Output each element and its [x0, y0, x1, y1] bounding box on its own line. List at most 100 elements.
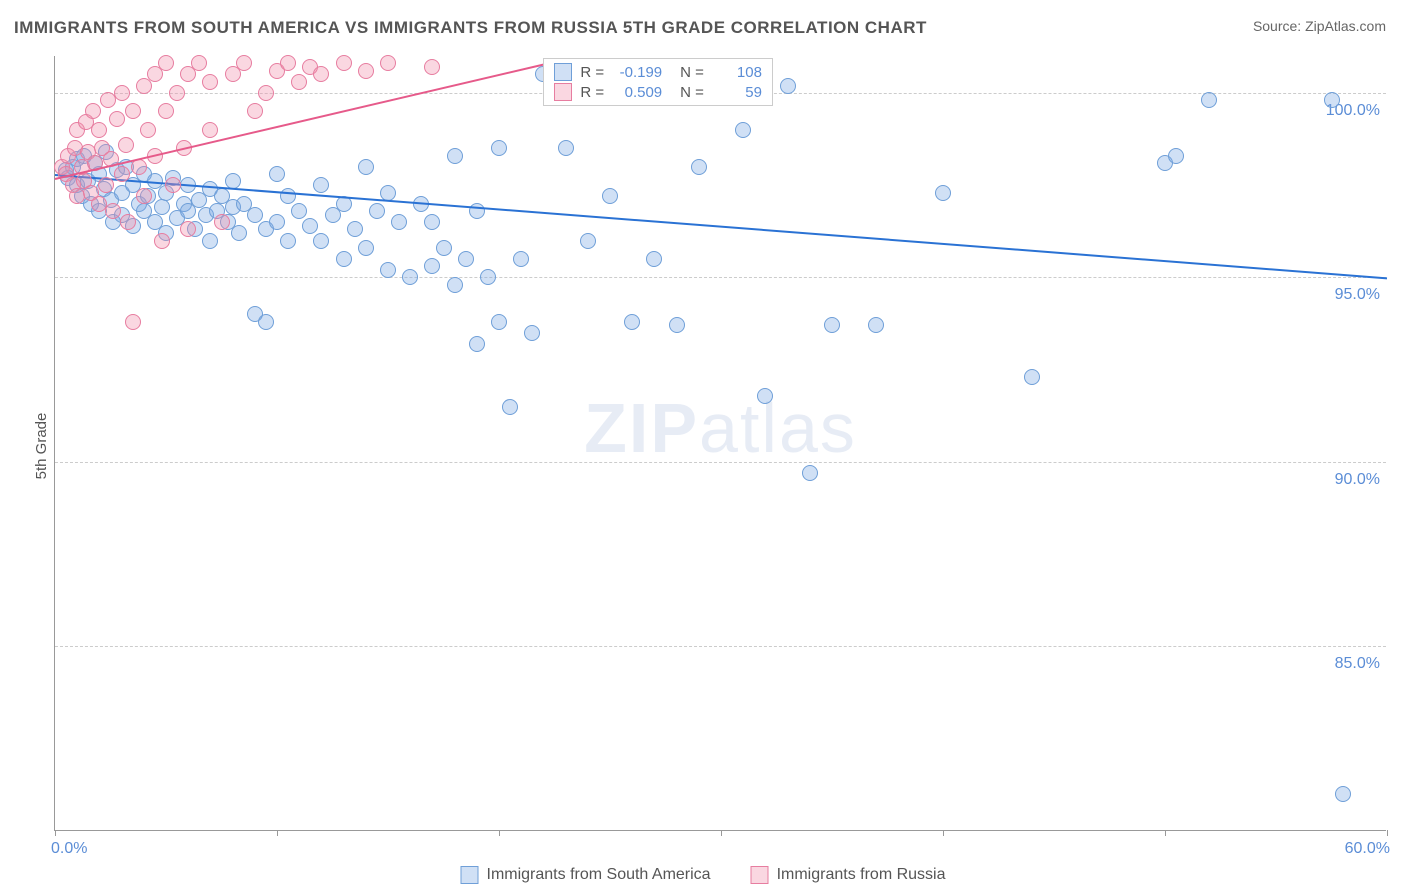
stat-n-value: 108	[712, 64, 762, 81]
regression-line	[55, 174, 1387, 279]
scatter-point	[165, 177, 181, 193]
scatter-point	[336, 251, 352, 267]
scatter-point	[436, 240, 452, 256]
scatter-point	[347, 221, 363, 237]
scatter-point	[236, 55, 252, 71]
scatter-point	[231, 225, 247, 241]
scatter-point	[120, 214, 136, 230]
scatter-point	[247, 207, 263, 223]
scatter-point	[1201, 92, 1217, 108]
scatter-point	[524, 325, 540, 341]
scatter-point	[624, 314, 640, 330]
scatter-point	[513, 251, 529, 267]
scatter-point	[491, 140, 507, 156]
legend-label-russia: Immigrants from Russia	[777, 866, 946, 884]
scatter-point	[247, 103, 263, 119]
scatter-point	[424, 59, 440, 75]
scatter-point	[380, 185, 396, 201]
scatter-point	[1168, 148, 1184, 164]
scatter-point	[125, 103, 141, 119]
scatter-point	[313, 233, 329, 249]
gridline	[55, 646, 1386, 647]
stat-n-label: N =	[680, 84, 704, 101]
scatter-point	[1324, 92, 1340, 108]
correlation-legend: R =-0.199N =108R =0.509N =59	[543, 58, 773, 106]
legend-swatch-pink	[751, 866, 769, 884]
chart-plot-area: ZIPatlas 85.0%90.0%95.0%100.0%0.0%60.0%R…	[54, 56, 1386, 831]
scatter-point	[802, 465, 818, 481]
scatter-point	[691, 159, 707, 175]
scatter-point	[291, 203, 307, 219]
correlation-legend-row: R =0.509N =59	[554, 83, 762, 101]
scatter-point	[824, 317, 840, 333]
scatter-point	[269, 214, 285, 230]
scatter-point	[214, 214, 230, 230]
scatter-point	[154, 233, 170, 249]
scatter-point	[868, 317, 884, 333]
legend-swatch-blue	[461, 866, 479, 884]
scatter-point	[154, 199, 170, 215]
gridline	[55, 462, 1386, 463]
scatter-point	[780, 78, 796, 94]
x-tick-label: 60.0%	[1345, 840, 1390, 858]
bottom-legend: Immigrants from South America Immigrants…	[461, 866, 946, 884]
scatter-point	[169, 85, 185, 101]
scatter-point	[313, 177, 329, 193]
y-axis-label: 5th Grade	[33, 413, 50, 480]
scatter-point	[140, 122, 156, 138]
scatter-point	[125, 314, 141, 330]
scatter-point	[491, 314, 507, 330]
scatter-point	[402, 269, 418, 285]
x-tick	[1387, 830, 1388, 836]
scatter-point	[391, 214, 407, 230]
x-tick	[1165, 830, 1166, 836]
scatter-point	[313, 66, 329, 82]
scatter-point	[280, 188, 296, 204]
scatter-point	[258, 314, 274, 330]
scatter-point	[280, 55, 296, 71]
watermark: ZIPatlas	[584, 388, 857, 468]
chart-title: IMMIGRANTS FROM SOUTH AMERICA VS IMMIGRA…	[14, 18, 927, 38]
scatter-point	[158, 103, 174, 119]
scatter-point	[105, 203, 121, 219]
scatter-point	[935, 185, 951, 201]
scatter-point	[302, 218, 318, 234]
scatter-point	[258, 85, 274, 101]
scatter-point	[269, 166, 285, 182]
scatter-point	[380, 262, 396, 278]
scatter-point	[358, 240, 374, 256]
scatter-point	[191, 55, 207, 71]
y-tick-label: 85.0%	[1335, 655, 1380, 673]
y-tick-label: 90.0%	[1335, 471, 1380, 489]
legend-label-south-america: Immigrants from South America	[487, 866, 711, 884]
x-tick	[55, 830, 56, 836]
scatter-point	[202, 233, 218, 249]
legend-swatch	[554, 63, 572, 81]
scatter-point	[424, 258, 440, 274]
correlation-legend-row: R =-0.199N =108	[554, 63, 762, 81]
scatter-point	[358, 63, 374, 79]
scatter-point	[447, 277, 463, 293]
scatter-point	[98, 177, 114, 193]
scatter-point	[180, 221, 196, 237]
scatter-point	[669, 317, 685, 333]
scatter-point	[1024, 369, 1040, 385]
scatter-point	[646, 251, 662, 267]
legend-swatch	[554, 83, 572, 101]
stat-r-value: 0.509	[612, 84, 662, 101]
x-tick	[277, 830, 278, 836]
scatter-point	[480, 269, 496, 285]
scatter-point	[291, 74, 307, 90]
scatter-point	[118, 137, 134, 153]
scatter-point	[336, 55, 352, 71]
stat-r-label: R =	[580, 84, 604, 101]
stat-r-label: R =	[580, 64, 604, 81]
x-tick	[943, 830, 944, 836]
scatter-point	[280, 233, 296, 249]
scatter-point	[109, 111, 125, 127]
scatter-point	[369, 203, 385, 219]
scatter-point	[458, 251, 474, 267]
scatter-point	[114, 166, 130, 182]
x-tick-label: 0.0%	[51, 840, 87, 858]
scatter-point	[424, 214, 440, 230]
